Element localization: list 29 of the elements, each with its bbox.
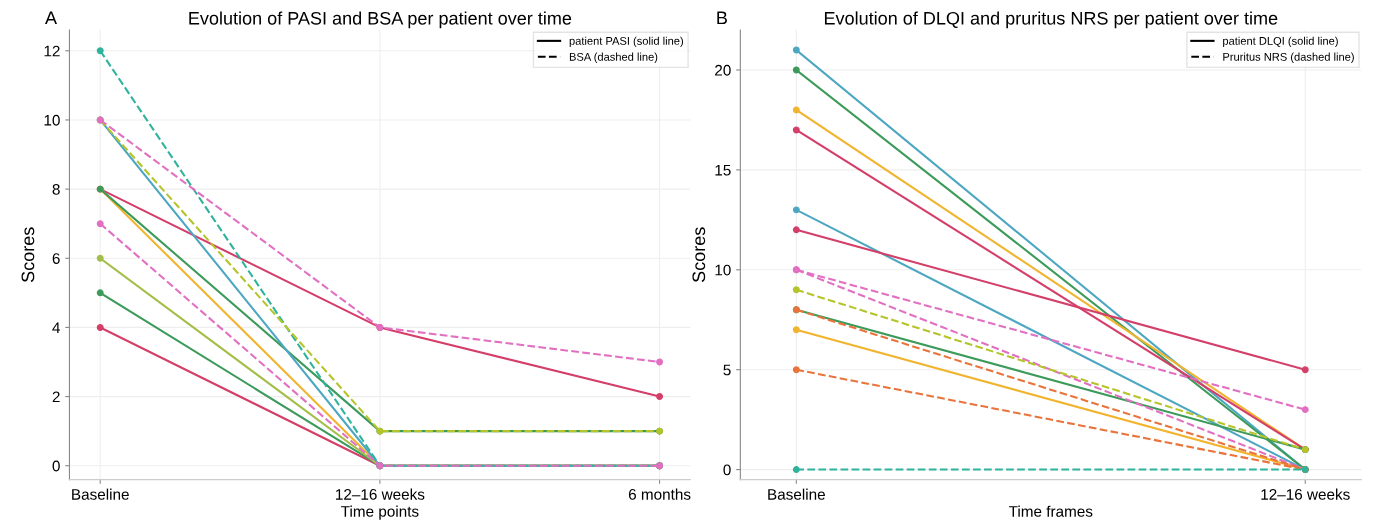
x-axis-title: Time points: [341, 505, 419, 520]
text: A: [45, 11, 57, 25]
y-axis-title: Scores: [692, 227, 706, 283]
y-tick-label: 10: [715, 264, 731, 276]
x-tick-label: 12–16 weeks: [336, 488, 425, 500]
x-axis-title: Time frames: [1008, 505, 1093, 517]
y-tick-label: 0: [723, 464, 731, 476]
x-tick-label: Baseline: [768, 488, 825, 500]
legend-label: patient DLQI (solid line): [1223, 36, 1338, 48]
legend-label: patient PASI (solid line): [569, 36, 683, 48]
y-tick-label: 0: [52, 460, 60, 472]
y-tick-label: 12: [44, 45, 60, 57]
x-tick-label: 12–16 weeks: [1261, 488, 1350, 500]
chart-title: Evolution of DLQI and pruritus NRS per patient over time: [824, 11, 1278, 29]
y-tick-label: 20: [715, 64, 731, 76]
legend-label: BSA (dashed line): [569, 52, 658, 63]
y-tick-label: 4: [52, 322, 60, 333]
chart-title: Evolution of PASI and BSA per patient over time: [189, 11, 572, 29]
y-tick-label: 10: [44, 114, 60, 126]
y-tick-label: 6: [52, 253, 60, 264]
y-axis-title: Scores: [21, 227, 35, 283]
legend-label: Pruritus NRS (dashed line): [1223, 52, 1354, 63]
y-tick-label: 8: [52, 183, 60, 195]
y-tick-label: 2: [52, 391, 60, 403]
x-tick-label: 6 months: [628, 488, 691, 500]
x-tick-label: Baseline: [72, 488, 129, 500]
text: B: [717, 11, 727, 25]
y-tick-label: 5: [723, 364, 731, 376]
y-tick-label: 15: [715, 164, 731, 176]
